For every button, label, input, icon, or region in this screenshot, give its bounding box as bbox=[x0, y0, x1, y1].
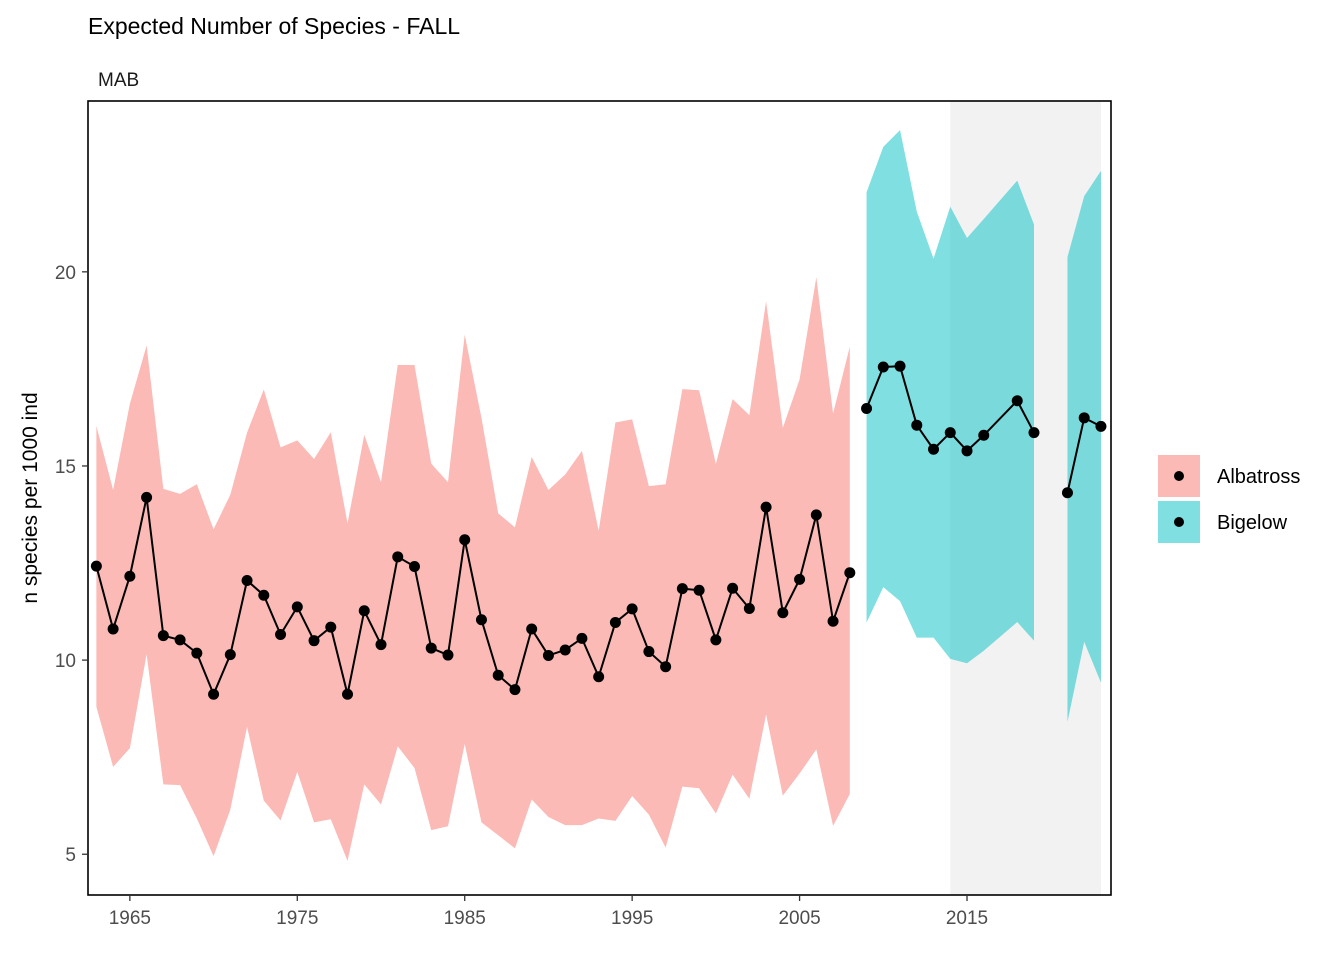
albatross-point-1980 bbox=[375, 639, 387, 651]
albatross-point-1963 bbox=[90, 560, 102, 572]
albatross-point-1978 bbox=[342, 688, 354, 700]
bigelow-point-2016 bbox=[978, 429, 990, 441]
bigelow-point-2019 bbox=[1028, 427, 1040, 439]
x-tick-label-1995: 1995 bbox=[611, 908, 653, 929]
albatross-point-1970 bbox=[208, 688, 220, 700]
bigelow-point-2015 bbox=[961, 445, 973, 457]
albatross-point-1998 bbox=[676, 583, 688, 595]
bigelow-point-2014 bbox=[944, 427, 956, 439]
x-tick-label-2015: 2015 bbox=[946, 908, 988, 929]
albatross-point-1992 bbox=[576, 632, 588, 644]
confidence-ribbons bbox=[96, 130, 1101, 861]
albatross-point-1986 bbox=[475, 614, 487, 626]
legend-label-bigelow: Bigelow bbox=[1217, 512, 1288, 534]
albatross-point-1971 bbox=[224, 649, 236, 661]
plot-panel-border bbox=[87, 100, 1112, 896]
albatross-point-1984 bbox=[442, 649, 454, 661]
albatross-point-1976 bbox=[308, 635, 320, 647]
albatross-point-2007 bbox=[827, 615, 839, 627]
bigelow-point-2012 bbox=[911, 419, 923, 431]
albatross-point-1973 bbox=[258, 589, 270, 601]
x-tick-label-1975: 1975 bbox=[276, 908, 318, 929]
bigelow-ribbon-1 bbox=[1067, 170, 1101, 722]
albatross-point-1997 bbox=[660, 661, 672, 673]
albatross-point-2002 bbox=[743, 602, 755, 614]
legend: Albatross Bigelow bbox=[1158, 455, 1300, 543]
legend-point-bigelow bbox=[1174, 517, 1184, 527]
albatross-point-1995 bbox=[626, 603, 638, 615]
albatross-point-2006 bbox=[810, 509, 822, 521]
bigelow-point-2018 bbox=[1011, 395, 1023, 407]
y-tick-label-20: 20 bbox=[55, 263, 76, 284]
x-axis: 1965 1975 1985 1995 2005 2015 bbox=[109, 895, 988, 929]
y-tick-label-15: 15 bbox=[55, 457, 76, 478]
albatross-point-1991 bbox=[559, 644, 571, 656]
bigelow-ribbon-0 bbox=[866, 130, 1034, 664]
albatross-point-1993 bbox=[593, 671, 605, 683]
albatross-point-1983 bbox=[425, 642, 437, 654]
albatross-point-1999 bbox=[693, 584, 705, 596]
albatross-point-1974 bbox=[275, 628, 287, 640]
albatross-point-1969 bbox=[191, 647, 203, 659]
albatross-point-2003 bbox=[760, 501, 772, 513]
bigelow-point-2013 bbox=[928, 443, 940, 455]
legend-point-albatross bbox=[1174, 471, 1184, 481]
albatross-point-1972 bbox=[241, 575, 253, 587]
albatross-point-1964 bbox=[107, 623, 119, 635]
y-axis-title: n species per 1000 ind bbox=[19, 392, 42, 603]
bigelow-point-2021 bbox=[1061, 487, 1073, 499]
albatross-line-0 bbox=[95, 497, 851, 697]
data-points bbox=[90, 360, 1107, 700]
y-tick-label-5: 5 bbox=[65, 845, 76, 866]
bigelow-point-2009 bbox=[861, 403, 873, 415]
x-tick-label-2005: 2005 bbox=[778, 908, 820, 929]
bigelow-point-2022 bbox=[1078, 412, 1090, 424]
albatross-point-1994 bbox=[609, 616, 621, 628]
chart-title: Expected Number of Species - FALL bbox=[88, 13, 460, 39]
albatross-point-1975 bbox=[291, 601, 303, 613]
albatross-point-1966 bbox=[141, 491, 153, 503]
x-tick-label-1985: 1985 bbox=[444, 908, 486, 929]
albatross-point-2000 bbox=[710, 634, 722, 646]
albatross-point-2004 bbox=[777, 607, 789, 619]
albatross-point-1987 bbox=[492, 669, 504, 681]
albatross-point-1990 bbox=[542, 649, 554, 661]
bigelow-point-2023 bbox=[1095, 420, 1107, 432]
albatross-point-2008 bbox=[844, 567, 856, 579]
bigelow-line-0 bbox=[865, 365, 1035, 453]
albatross-point-1996 bbox=[643, 646, 655, 658]
albatross-point-1981 bbox=[392, 551, 404, 563]
albatross-point-1989 bbox=[526, 623, 538, 635]
albatross-point-1988 bbox=[509, 684, 521, 696]
albatross-point-2001 bbox=[727, 582, 739, 594]
albatross-point-1965 bbox=[124, 570, 136, 582]
x-tick-label-1965: 1965 bbox=[109, 908, 151, 929]
albatross-point-1985 bbox=[459, 534, 471, 546]
albatross-point-1979 bbox=[358, 605, 370, 617]
albatross-point-1967 bbox=[157, 630, 169, 642]
albatross-point-1968 bbox=[174, 634, 186, 646]
bigelow-point-2010 bbox=[877, 361, 889, 373]
chart-subtitle: MAB bbox=[98, 70, 139, 91]
y-tick-label-10: 10 bbox=[55, 651, 76, 672]
legend-label-albatross: Albatross bbox=[1217, 466, 1300, 488]
albatross-point-1982 bbox=[408, 561, 420, 573]
albatross-point-1977 bbox=[325, 621, 337, 633]
albatross-point-2005 bbox=[794, 573, 806, 585]
y-axis: 5 10 15 20 bbox=[55, 263, 88, 866]
bigelow-point-2011 bbox=[894, 360, 906, 372]
albatross-ribbon-0 bbox=[96, 277, 850, 861]
